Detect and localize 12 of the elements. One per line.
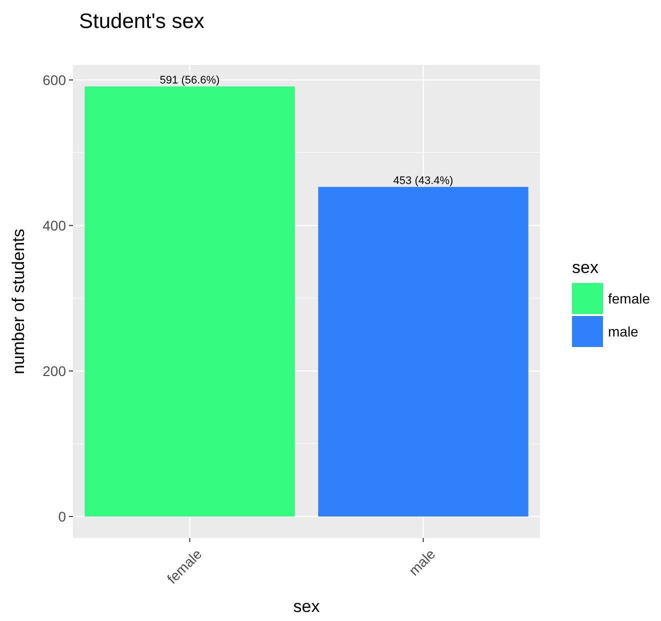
data-label: 591 (56.6%)	[160, 74, 220, 86]
x-axis-title: sex	[293, 597, 320, 616]
y-tick-label: 400	[42, 217, 66, 234]
legend-title: sex	[572, 258, 599, 277]
y-axis-title: number of students	[9, 228, 28, 374]
legend-label: male	[608, 323, 639, 340]
chart-title: Student's sex	[79, 10, 205, 33]
y-tick-label: 200	[42, 362, 66, 379]
y-tick-label: 600	[42, 72, 66, 88]
legend-label: female	[608, 290, 650, 306]
data-label: 453 (43.4%)	[393, 174, 454, 187]
y-tick-label: 0	[58, 508, 66, 524]
